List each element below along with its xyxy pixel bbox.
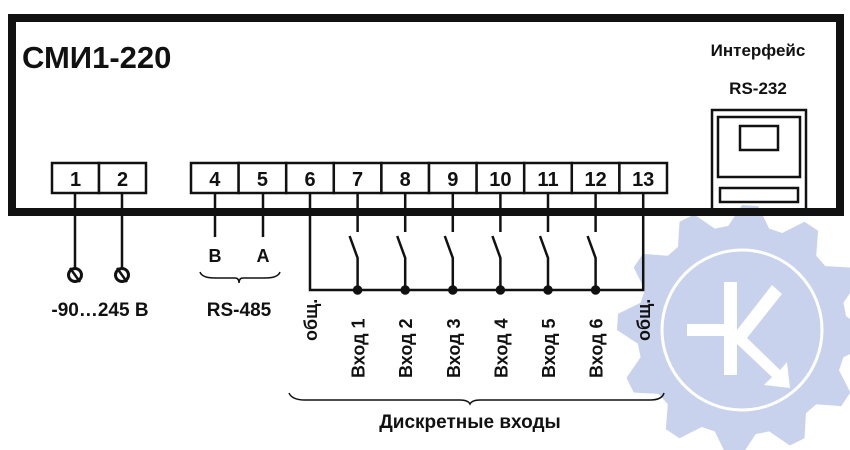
terminal-9 (427, 161, 478, 195)
common-bus-wire (308, 193, 645, 292)
input-label-5: Вход 5 (539, 318, 559, 378)
junction-dot (495, 285, 506, 295)
terminal-7 (332, 161, 383, 195)
input-label-2: Вход 2 (396, 318, 416, 378)
rs485-label: RS-485 (207, 300, 272, 321)
device-model-title: СМИ1-220 (22, 40, 171, 75)
junction-dot (352, 285, 363, 295)
gear-ring (660, 248, 824, 412)
screw-slash (115, 267, 129, 283)
switch-contact-6 (586, 235, 597, 290)
terminal-number: 5 (257, 169, 268, 191)
junction-dot (543, 285, 553, 295)
watermark-gear-logo (617, 205, 850, 450)
junction-dot (590, 285, 601, 295)
discrete-inputs-label: Дискретные входы (379, 412, 560, 433)
terminal-1 (50, 161, 101, 195)
terminal-number: 13 (632, 169, 654, 191)
discrete-inputs-brace (288, 392, 665, 406)
interface-label: Интерфейс (711, 41, 806, 60)
terminal-number: 6 (304, 169, 315, 191)
switch-contact-2 (396, 235, 407, 290)
terminal-number: 11 (537, 169, 558, 191)
rs485-brace (199, 271, 281, 284)
terminal-8 (380, 161, 431, 195)
terminal-number: 9 (447, 169, 458, 191)
junction-dot (448, 285, 458, 295)
switch-contact-3 (443, 235, 455, 290)
power-voltage-label: -90…245 В (51, 300, 148, 321)
terminal-number: 12 (584, 169, 606, 191)
switch-contact-4 (491, 235, 502, 290)
switch-contact-5 (538, 235, 550, 290)
screw-slash (68, 267, 82, 283)
rs232-connector (710, 108, 808, 212)
k-arrow-glyph (687, 282, 790, 388)
terminal-number: 4 (209, 169, 221, 191)
terminal-number: 10 (489, 169, 511, 191)
common-label: общ. (634, 299, 654, 341)
terminal-number: 1 (70, 169, 81, 191)
terminal-number: 7 (352, 169, 363, 191)
common-label: общ. (301, 299, 321, 341)
screw-terminal-icon (67, 267, 83, 283)
junction-dot (400, 285, 410, 295)
terminal-number: 2 (117, 169, 128, 191)
input-label-3: Вход 3 (444, 318, 464, 378)
input-label-4: Вход 4 (491, 318, 511, 378)
device-housing (8, 14, 844, 216)
rs485-pin-b: B (209, 246, 222, 266)
interface-name: RS-232 (729, 79, 787, 98)
terminal-number: 8 (400, 169, 411, 191)
screw-terminal-icon (114, 267, 130, 283)
rs485-pin-a: A (257, 246, 270, 266)
input-label-6: Вход 6 (587, 318, 607, 378)
input-label-1: Вход 1 (349, 318, 369, 378)
switch-contact-1 (348, 235, 359, 290)
